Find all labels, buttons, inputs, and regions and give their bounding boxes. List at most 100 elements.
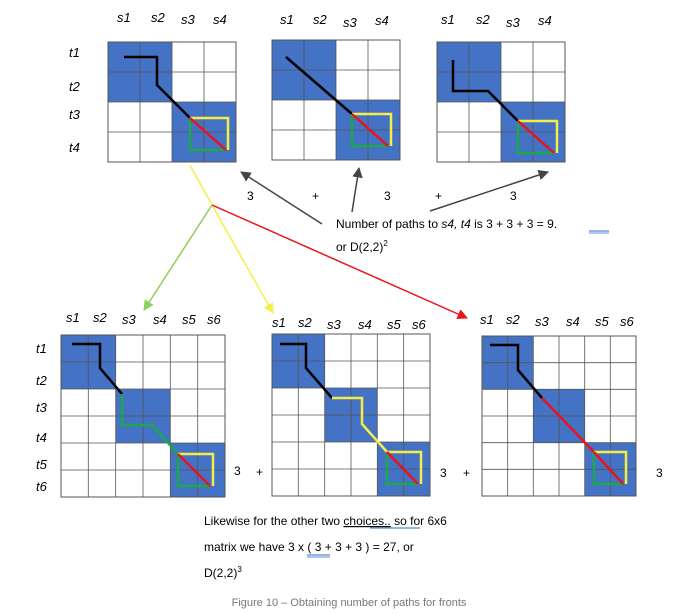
- bottom-col-label: s3: [327, 317, 342, 332]
- green-path: [176, 454, 210, 488]
- top-note-mid: is 3 + 3 + 3 =: [471, 217, 547, 231]
- top-note-prefix: Number of paths to: [336, 217, 441, 231]
- black-path: [124, 55, 191, 119]
- bottom-note-line3: D(2,2)3: [204, 565, 242, 580]
- top-row-label: t2: [69, 79, 81, 94]
- bottom-operator: +: [463, 466, 470, 480]
- bottom-note-line2-suffix: + 3 + 3 ) = 27, or: [321, 540, 413, 554]
- yellow-path: [594, 450, 628, 484]
- arrow-to-matrix-1: [240, 171, 323, 225]
- bottom-note-paren: ( 3: [307, 540, 321, 554]
- top-note-line2: or D(2,2)2: [336, 239, 388, 254]
- yellow-path: [178, 452, 215, 486]
- bottom-row-label: t6: [36, 479, 48, 494]
- black-path: [451, 60, 519, 122]
- top-col-label: s1: [441, 12, 455, 27]
- bottom-col-label: s6: [207, 312, 222, 327]
- top-count: 3: [510, 189, 517, 203]
- top-col-label: s4: [538, 13, 552, 28]
- bottom-note-prefix: Likewise for the other two: [204, 514, 343, 528]
- bottom-col-label: s4: [153, 312, 167, 327]
- bottom-col-label: s4: [358, 317, 372, 332]
- yellow-arrow: [211, 204, 274, 314]
- green-path: [516, 121, 554, 155]
- bottom-note-suffix: so for 6x6: [391, 514, 447, 528]
- bottom-col-label: s6: [412, 317, 427, 332]
- bottom-operator: +: [256, 465, 263, 479]
- top-row-label: t1: [69, 45, 80, 60]
- top-count: 3: [247, 189, 254, 203]
- top-row-label: t4: [69, 140, 80, 155]
- red-path: [189, 117, 227, 151]
- red-path: [593, 451, 624, 485]
- top-matrix-3: [436, 41, 566, 163]
- bottom-count: 3: [234, 464, 241, 478]
- top-labels: t1 t2 t3 t4 s1 s2 s3 s4 s1 s2 s3 s4 s1 s…: [69, 10, 552, 155]
- bottom-col-label: s1: [66, 310, 80, 325]
- bottom-col-label: s4: [566, 314, 580, 329]
- top-col-label: s2: [476, 12, 491, 27]
- top-col-label: s3: [181, 12, 196, 27]
- arrow-to-matrix-2: [351, 166, 363, 213]
- black-path: [285, 56, 353, 115]
- bottom-note-link: choices..: [343, 514, 390, 528]
- green-path: [188, 118, 226, 152]
- green-path: [385, 452, 418, 486]
- top-matrix-1: [107, 41, 237, 163]
- bottom-note-dform: D(2,2): [204, 566, 237, 580]
- top-note-target: s4, t4: [441, 217, 471, 231]
- top-col-label: s2: [151, 10, 166, 25]
- green-path: [120, 394, 179, 455]
- red-path: [386, 451, 419, 485]
- red-path: [517, 120, 555, 154]
- bottom-col-label: s2: [506, 312, 521, 327]
- bottom-row-label: t5: [36, 457, 48, 472]
- bottom-col-label: s1: [480, 312, 494, 327]
- top-note-dform: or D(2,2): [336, 240, 383, 254]
- bottom-matrix-1: [60, 334, 226, 498]
- top-note-result: 9.: [547, 217, 557, 231]
- bottom-matrix-3: [481, 335, 637, 497]
- bottom-col-label: s1: [272, 315, 286, 330]
- bottom-col-label: s2: [93, 310, 108, 325]
- black-path: [72, 342, 123, 395]
- black-path: [280, 342, 333, 399]
- bottom-count: 3: [440, 466, 447, 480]
- top-note-sup: 2: [383, 239, 388, 248]
- bottom-col-label: s5: [595, 314, 610, 329]
- top-count: 3: [384, 189, 391, 203]
- yellow-path: [332, 396, 388, 453]
- top-col-label: s3: [506, 15, 521, 30]
- pointer-arrows: [143, 164, 549, 319]
- bottom-col-label: s3: [535, 314, 550, 329]
- bottom-row-label: t2: [36, 373, 48, 388]
- yellow-path: [352, 112, 393, 146]
- bottom-note-line1: Likewise for the other two choices.. so …: [204, 514, 447, 528]
- bottom-matrix-2: [271, 333, 431, 497]
- green-arrow: [143, 204, 213, 311]
- bottom-row-label: t1: [36, 341, 47, 356]
- bottom-labels: t1 t2 t3 t4 t5 t6 s1 s2 s3 s4 s5 s6 s1 s…: [36, 310, 635, 494]
- top-col-label: s1: [117, 10, 131, 25]
- top-matrix-2: [271, 39, 401, 161]
- yellow-path: [518, 119, 559, 153]
- bottom-col-label: s5: [182, 312, 197, 327]
- top-note-line1: Number of paths to s4, t4 is 3 + 3 + 3 =…: [336, 217, 557, 231]
- yellow-connector: [189, 164, 213, 206]
- green-path: [350, 114, 388, 148]
- green-path: [592, 452, 623, 486]
- red-path: [541, 397, 595, 453]
- arrow-to-matrix-3: [429, 169, 549, 212]
- bottom-col-label: s5: [387, 317, 402, 332]
- top-col-label: s4: [213, 12, 227, 27]
- top-row-label: t3: [69, 107, 81, 122]
- bottom-row-label: t4: [36, 430, 47, 445]
- top-col-label: s3: [343, 15, 358, 30]
- figure-caption: Figure 10 – Obtaining number of paths fo…: [232, 597, 467, 609]
- top-col-label: s4: [375, 13, 389, 28]
- bottom-count: 3: [656, 466, 663, 480]
- red-path: [351, 113, 389, 147]
- top-operator: +: [312, 189, 319, 203]
- bottom-note-sup: 3: [237, 565, 242, 574]
